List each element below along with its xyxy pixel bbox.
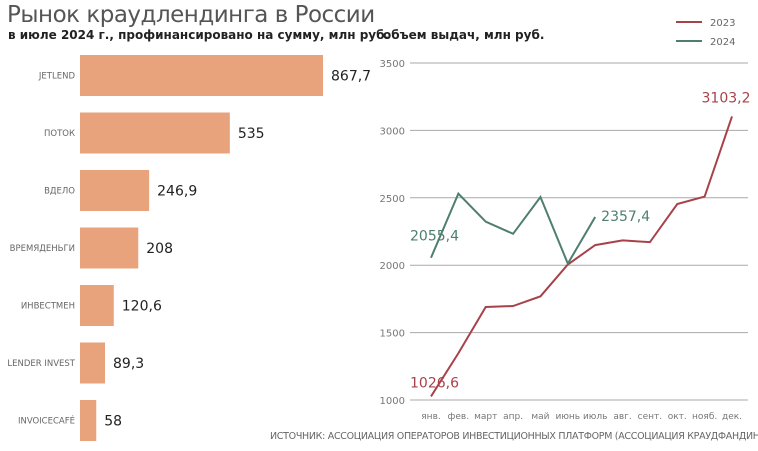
x-tick-label: сент. (638, 412, 662, 422)
bar (80, 342, 106, 384)
x-tick-label: март (474, 412, 497, 422)
bar-category-label: JETLEND (38, 72, 76, 82)
y-tick-label: 1500 (380, 329, 405, 340)
x-tick-label: дек. (722, 412, 742, 422)
bar-chart-title: в июле 2024 г., профинансировано на сумм… (8, 28, 390, 42)
x-tick-label: авг. (613, 412, 631, 422)
page-title: Рынок краудлендинга в России (7, 2, 375, 28)
bar (80, 400, 97, 441)
bar-value-label: 89,3 (113, 356, 144, 372)
source-note: ИСТОЧНИК: АССОЦИАЦИЯ ОПЕРАТОРОВ ИНВЕСТИЦ… (270, 431, 758, 442)
bar (80, 227, 139, 269)
x-tick-label: июль (583, 412, 607, 422)
x-tick-label: апр. (503, 412, 523, 422)
x-tick-label: янв. (421, 412, 440, 422)
bar-category-label: ВДЕЛО (44, 187, 75, 197)
x-tick-label: май (531, 412, 549, 422)
data-label: 2357,4 (601, 209, 650, 225)
data-label: 1026,6 (410, 375, 459, 391)
series-line-2023 (430, 116, 733, 397)
x-tick-label: июнь (556, 412, 581, 422)
bar-value-label: 535 (238, 126, 265, 142)
y-tick-label: 2500 (380, 194, 405, 205)
bar-category-label: LENDER INVEST (7, 359, 75, 369)
bar-value-label: 867,7 (331, 69, 371, 85)
bar (80, 170, 150, 211)
bar-category-label: ВРЕМЯДЕНЬГИ (10, 244, 75, 254)
bar (80, 285, 114, 326)
y-tick-label: 2000 (380, 261, 405, 272)
data-label: 2055,4 (410, 229, 459, 245)
bar-value-label: 120,6 (122, 299, 162, 315)
data-label: 3103,2 (702, 90, 751, 106)
bar (80, 112, 230, 154)
bar-value-label: 208 (146, 241, 173, 257)
legend-label: 2024 (710, 37, 735, 48)
legend-label: 2023 (710, 18, 735, 29)
bar-category-label: ИНВЕСТМЕН (21, 302, 75, 312)
bar-value-label: 246,9 (157, 184, 197, 200)
y-tick-label: 1000 (380, 396, 405, 407)
y-tick-label: 3500 (380, 59, 405, 70)
bar-category-label: INVOICECAFÉ (18, 415, 75, 427)
x-tick-label: нояб. (692, 412, 717, 422)
x-tick-label: окт. (668, 412, 687, 422)
series-line-2024 (430, 191, 597, 266)
y-tick-label: 3000 (380, 126, 405, 137)
line-chart-title: объем выдач, млн руб. (383, 28, 545, 42)
bar-category-label: ПОТОК (44, 129, 75, 139)
bar-value-label: 58 (104, 414, 122, 430)
x-tick-label: фев. (448, 412, 469, 422)
bar (80, 55, 323, 96)
